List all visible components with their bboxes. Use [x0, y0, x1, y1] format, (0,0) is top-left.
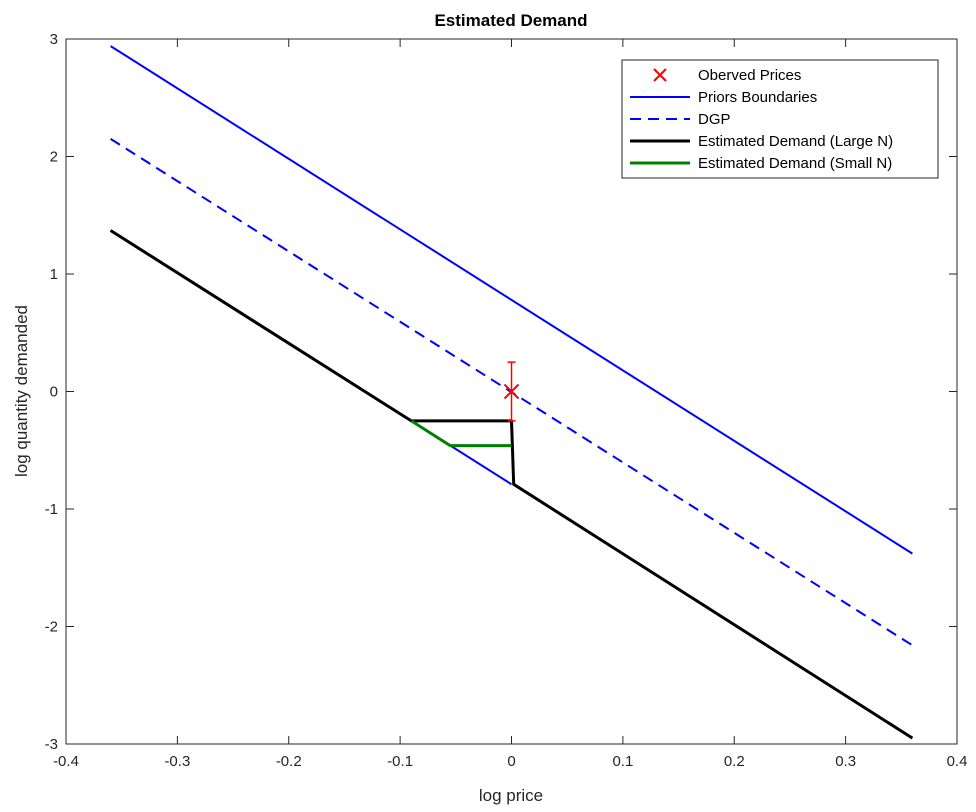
y-tick-label: 2 — [50, 149, 58, 166]
y-tick-label: -2 — [45, 619, 58, 636]
x-tick-label: 0.1 — [612, 753, 633, 770]
chart-title: Estimated Demand — [434, 11, 587, 30]
x-tick-label: -0.3 — [164, 753, 190, 770]
legend-label: Priors Boundaries — [698, 89, 817, 106]
series-line-priors-boundaries — [110, 45, 913, 555]
legend-label: Estimated Demand (Small N) — [698, 155, 892, 172]
y-tick-label: 3 — [50, 31, 58, 48]
x-tick-label: 0.2 — [724, 753, 745, 770]
x-tick-label: -0.4 — [53, 753, 79, 770]
legend: Oberved Prices Priors Boundaries DGP Estima… — [621, 59, 939, 179]
y-tick-label: -3 — [45, 736, 58, 753]
x-tick-label: -0.1 — [387, 753, 413, 770]
y-tick-label: -1 — [45, 501, 58, 518]
legend-label: Estimated Demand (Large N) — [698, 133, 893, 150]
legend-label: DGP — [698, 111, 731, 128]
x-tick-label: 0.3 — [835, 753, 856, 770]
x-axis-label: log price — [479, 786, 543, 805]
x-axis: -0.4 -0.3 -0.2 -0.1 0 0.1 0.2 0.3 0.4 — [53, 39, 967, 770]
legend-marker-sample — [653, 68, 667, 82]
y-axis-label: log quantity demanded — [12, 305, 31, 477]
x-tick-label: 0 — [507, 753, 515, 770]
data-point-marker — [503, 383, 520, 400]
x-tick-label: -0.2 — [276, 753, 302, 770]
y-tick-label: 1 — [50, 266, 58, 283]
legend-label: Oberved Prices — [698, 67, 801, 84]
y-tick-label: 0 — [50, 384, 58, 401]
series-line-estimated-demand-small-n — [410, 419, 512, 448]
marker-stroke — [503, 383, 520, 400]
plot-area — [109, 45, 914, 740]
y-axis: -3 -2 -1 0 1 2 3 — [45, 31, 957, 753]
x-tick-label: 0.4 — [947, 753, 968, 770]
